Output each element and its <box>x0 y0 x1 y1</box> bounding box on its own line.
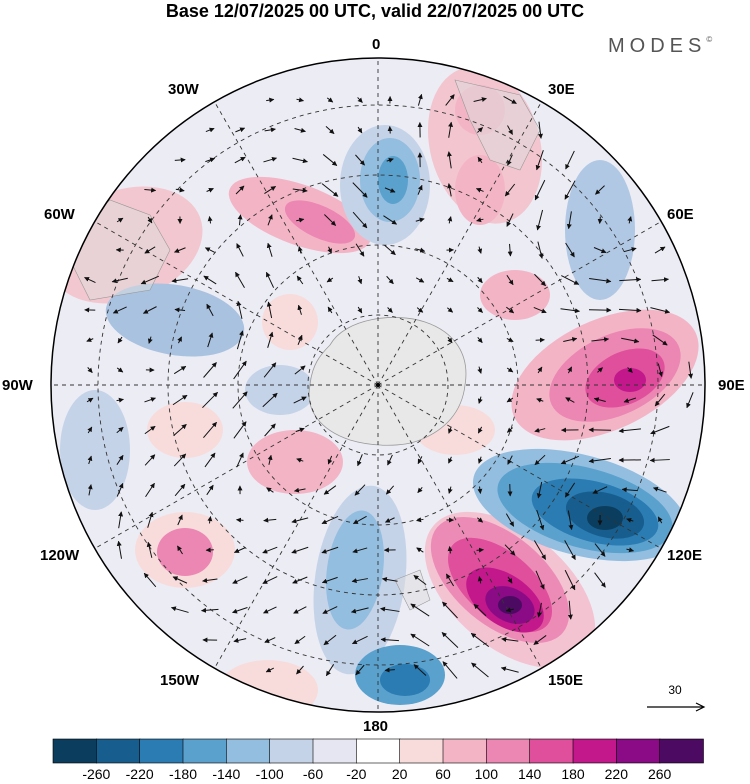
label-meridian-30e: 30E <box>548 82 575 98</box>
wind-arrow <box>477 550 484 551</box>
label-meridian-60e: 60E <box>667 207 694 223</box>
positive-anomaly <box>247 430 343 494</box>
negative-anomaly <box>378 156 408 204</box>
positive-anomaly <box>147 402 223 458</box>
positive-anomaly-core <box>498 596 522 614</box>
colorbar <box>52 738 704 764</box>
label-meridian-90e: 90E <box>718 378 745 394</box>
polar-map <box>0 0 750 730</box>
colorbar-swatch <box>313 739 357 763</box>
colorbar-swatch <box>616 739 660 763</box>
label-meridian-0: 0 <box>372 37 380 53</box>
label-meridian-150w: 150W <box>160 673 199 689</box>
colorbar-swatch <box>183 739 227 763</box>
colorbar-swatch <box>270 739 314 763</box>
label-meridian-180: 180 <box>363 719 388 735</box>
positive-anomaly <box>480 270 550 320</box>
positive-anomaly <box>218 660 318 720</box>
colorbar-swatch <box>53 739 97 763</box>
negative-anomaly <box>245 365 315 415</box>
positive-anomaly <box>157 528 213 576</box>
colorbar-swatch <box>356 739 400 763</box>
colorbar-swatch <box>486 739 530 763</box>
reference-vector-arrow <box>646 700 706 714</box>
wind-arrow <box>600 217 601 224</box>
label-meridian-120w: 120W <box>40 548 79 564</box>
label-meridian-120e: 120E <box>667 548 702 564</box>
positive-anomaly <box>262 294 318 350</box>
negative-anomaly <box>565 160 635 300</box>
label-meridian-60w: 60W <box>44 207 75 223</box>
colorbar-swatch <box>400 739 444 763</box>
label-meridian-90w: 90W <box>2 378 33 394</box>
colorbar-swatch <box>530 739 574 763</box>
colorbar-swatch <box>140 739 184 763</box>
colorbar-swatch <box>96 739 140 763</box>
positive-anomaly <box>614 368 646 392</box>
colorbar-tick-label: 260 <box>635 766 685 782</box>
colorbar-swatch <box>226 739 270 763</box>
label-meridian-150e: 150E <box>548 673 583 689</box>
negative-anomaly <box>380 664 430 696</box>
colorbar-swatch <box>660 739 704 763</box>
label-meridian-30w: 30W <box>168 82 199 98</box>
wind-arrow <box>589 310 611 311</box>
colorbar-swatch <box>443 739 487 763</box>
colorbar-swatch <box>573 739 617 763</box>
anomaly-field <box>31 53 719 720</box>
negative-anomaly-min <box>587 506 623 530</box>
south-pole-marker <box>376 383 380 387</box>
reference-vector-value: 30 <box>645 683 705 697</box>
